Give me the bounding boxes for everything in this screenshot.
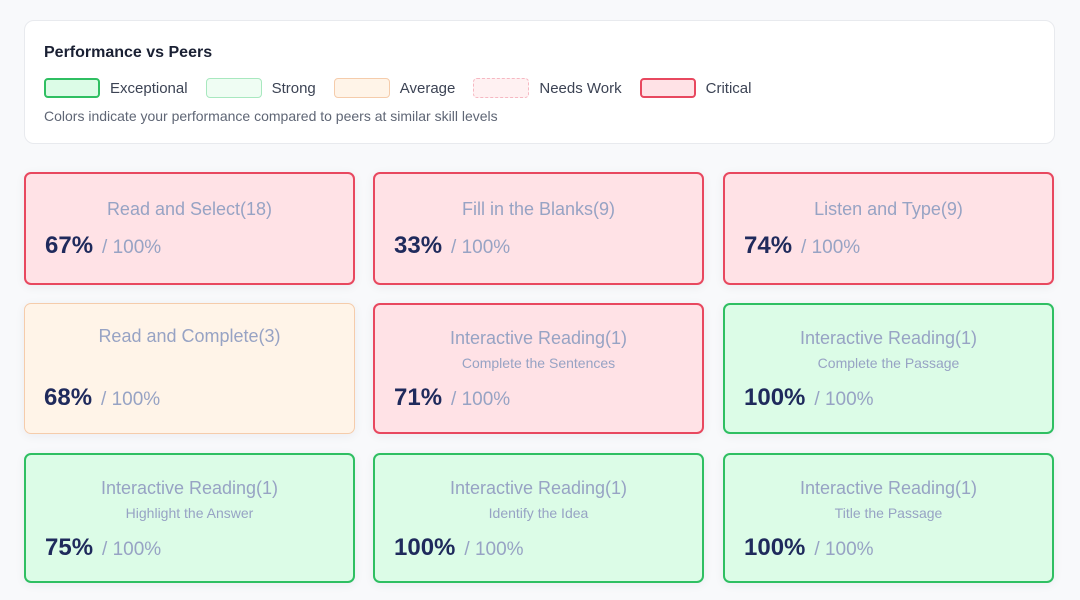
card-score: 100% / 100% (744, 384, 874, 412)
skill-card[interactable]: Interactive Reading(1) Title the Passage… (723, 453, 1054, 583)
score-value: 100% (744, 384, 806, 411)
card-subtitle: Identify the Idea (488, 505, 589, 521)
legend-swatch-critical (639, 78, 696, 98)
score-value: 74% (744, 232, 793, 259)
score-max: / 100% (814, 389, 874, 410)
legend-item-average: Average (333, 78, 456, 98)
card-score: 74% / 100% (744, 232, 860, 260)
card-subtitle: Highlight the Answer (125, 505, 254, 521)
card-score: 100% / 100% (744, 534, 874, 562)
score-value: 33% (394, 232, 443, 259)
skill-card[interactable]: Interactive Reading(1) Highlight the Ans… (24, 453, 355, 583)
card-subtitle: Complete the Sentences (461, 355, 616, 371)
legend-note: Colors indicate your performance compare… (44, 108, 498, 124)
score-max: / 100% (801, 237, 861, 258)
skill-card[interactable]: Read and Select(18) 67% / 100% (24, 172, 355, 285)
legend-swatch-needs-work (473, 78, 530, 98)
card-score: 75% / 100% (45, 534, 161, 562)
card-title: Interactive Reading(1) (799, 478, 978, 498)
legend-item-exceptional: Exceptional (44, 78, 188, 98)
legend-swatch-average (333, 78, 390, 98)
score-value: 100% (394, 534, 456, 561)
card-title: Read and Select(18) (106, 199, 273, 219)
legend-row: Exceptional Strong Average Needs Work Cr… (44, 77, 769, 99)
card-score: 68% / 100% (44, 384, 160, 412)
score-max: / 100% (102, 237, 162, 258)
card-title: Interactive Reading(1) (449, 478, 628, 498)
legend-label: Average (399, 79, 456, 97)
skill-card[interactable]: Interactive Reading(1) Complete the Sent… (373, 303, 704, 434)
legend-item-critical: Critical (639, 78, 752, 98)
card-title: Fill in the Blanks(9) (461, 199, 616, 219)
legend-label: Exceptional (110, 79, 188, 97)
score-max: / 100% (451, 237, 511, 258)
legend-swatch-exceptional (44, 78, 100, 98)
card-score: 67% / 100% (45, 232, 161, 260)
card-score: 71% / 100% (394, 384, 510, 412)
skill-card[interactable]: Interactive Reading(1) Complete the Pass… (723, 303, 1054, 434)
score-value: 100% (744, 534, 806, 561)
score-value: 71% (394, 384, 443, 411)
score-max: / 100% (814, 539, 874, 560)
score-max: / 100% (101, 389, 161, 410)
score-value: 75% (45, 534, 94, 561)
card-title: Read and Complete(3) (98, 326, 281, 346)
card-title: Interactive Reading(1) (799, 328, 978, 348)
legend-label: Critical (705, 79, 752, 97)
card-subtitle: Complete the Passage (817, 355, 960, 371)
performance-legend-panel: Performance vs Peers Exceptional Strong … (24, 20, 1055, 144)
score-value: 68% (44, 384, 93, 411)
legend-title: Performance vs Peers (44, 44, 213, 61)
score-max: / 100% (451, 389, 511, 410)
score-value: 67% (45, 232, 94, 259)
legend-item-needs-work: Needs Work (473, 78, 622, 98)
card-score: 33% / 100% (394, 232, 510, 260)
legend-item-strong: Strong (205, 78, 316, 98)
card-title: Interactive Reading(1) (449, 328, 628, 348)
legend-label: Needs Work (539, 79, 622, 97)
card-subtitle: Title the Passage (834, 505, 943, 521)
skill-card[interactable]: Listen and Type(9) 74% / 100% (723, 172, 1054, 285)
score-max: / 100% (102, 539, 162, 560)
legend-swatch-strong (205, 78, 262, 98)
score-max: / 100% (464, 539, 524, 560)
card-title: Interactive Reading(1) (100, 478, 279, 498)
legend-label: Strong (271, 79, 316, 97)
skill-card[interactable]: Fill in the Blanks(9) 33% / 100% (373, 172, 704, 285)
skill-card[interactable]: Read and Complete(3) 68% / 100% (24, 303, 355, 434)
card-score: 100% / 100% (394, 534, 524, 562)
skill-card[interactable]: Interactive Reading(1) Identify the Idea… (373, 453, 704, 583)
card-title: Listen and Type(9) (814, 199, 963, 219)
